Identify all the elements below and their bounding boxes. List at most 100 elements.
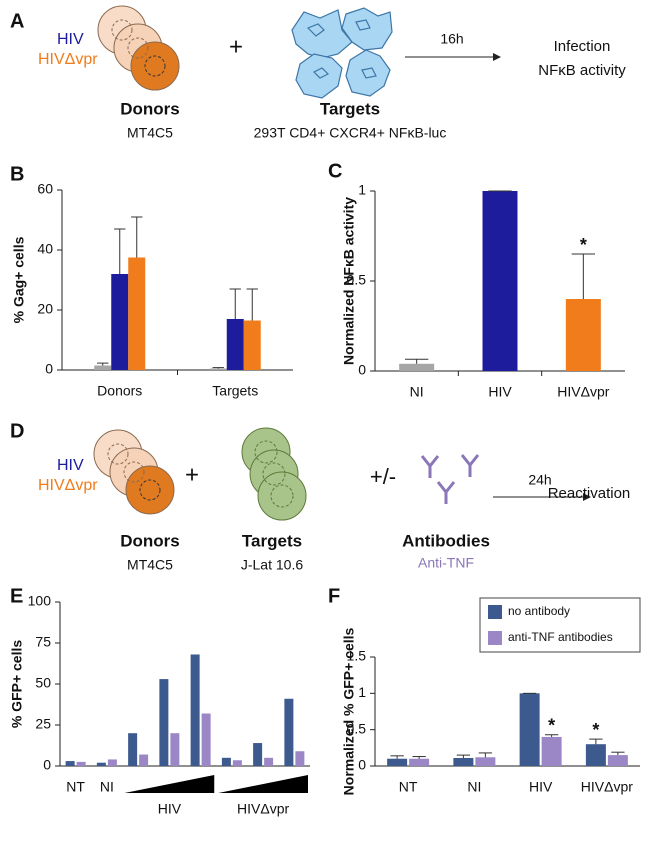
- bar: [387, 758, 408, 766]
- bar: [65, 761, 75, 766]
- y-tick-label: 0: [45, 361, 53, 377]
- y-axis-label: Normalized % GFP+ cells: [341, 627, 357, 795]
- plus-minus: +/-: [370, 464, 396, 489]
- antibody-name: Anti-TNF: [418, 555, 474, 571]
- readout: NFκB activity: [538, 62, 626, 79]
- time-label: 16h: [440, 31, 463, 47]
- x-tick-label: Donors: [97, 383, 142, 399]
- readout: Infection: [554, 38, 611, 55]
- donor-cell-line: MT4C5: [127, 125, 173, 141]
- x-tick-label: Targets: [212, 383, 258, 399]
- x-tick-label: NI: [467, 779, 481, 795]
- dose-ramp: [124, 775, 215, 793]
- panel-label: C: [328, 160, 342, 182]
- significance-mark: *: [592, 720, 599, 740]
- y-axis-label: % Gag+ cells: [11, 236, 27, 323]
- bar: [128, 733, 138, 766]
- readout: Reactivation: [548, 485, 631, 502]
- significance-mark: *: [548, 716, 555, 736]
- dose-ramp: [218, 775, 308, 793]
- bar: [159, 679, 169, 766]
- bar: [585, 744, 606, 766]
- bar: [519, 693, 540, 766]
- y-tick-label: 0: [358, 757, 366, 773]
- x-tick-label: HIV: [488, 384, 512, 400]
- bar: [226, 319, 244, 370]
- y-tick-label: 60: [37, 181, 53, 197]
- bar: [253, 743, 263, 766]
- x-tick-label: HIVΔvpr: [581, 779, 633, 795]
- x-tick-label: NT: [66, 779, 85, 795]
- y-tick-label: 50: [35, 675, 51, 691]
- virus-label: HIV: [57, 457, 84, 474]
- bar: [453, 758, 474, 766]
- panel-label: B: [10, 163, 24, 185]
- bar: [565, 299, 601, 371]
- legend-label: no antibody: [508, 604, 570, 618]
- y-tick-label: 0: [43, 757, 51, 773]
- y-axis-label: % GFP+ cells: [9, 640, 25, 729]
- bar: [107, 759, 117, 766]
- significance-mark: *: [580, 235, 587, 255]
- panel-d: D HIV HIVΔvpr + +/- 24h Reactivation Don…: [10, 420, 630, 572]
- bar: [399, 363, 435, 371]
- y-tick-label: 100: [28, 593, 52, 609]
- virus-label: HIV: [57, 31, 84, 48]
- panel-label: D: [10, 420, 24, 442]
- y-tick-label: 0.5: [347, 272, 367, 288]
- target-cell-line: J-Lat 10.6: [241, 557, 303, 573]
- panel-label: E: [10, 585, 23, 607]
- antibody-icons: [420, 454, 480, 504]
- x-tick-label: NT: [399, 779, 418, 795]
- target-cell-line: 293T CD4+ CXCR4+ NFκB-luc: [254, 125, 447, 141]
- donor-cell-line: MT4C5: [127, 557, 173, 573]
- x-tick-label: NI: [410, 384, 424, 400]
- bar: [221, 757, 231, 766]
- bar: [128, 257, 146, 370]
- bar: [209, 368, 227, 370]
- y-tick-label: 75: [35, 634, 51, 650]
- panel-label: A: [10, 10, 24, 32]
- y-tick-label: 1.5: [347, 648, 367, 664]
- donors-title: Donors: [120, 531, 180, 550]
- target-cells: [241, 427, 307, 521]
- bar: [201, 713, 211, 766]
- x-tick-label: HIV: [529, 779, 553, 795]
- x-group-label: HIV: [158, 801, 182, 817]
- bar: [94, 365, 112, 370]
- virus-label: HIVΔvpr: [38, 477, 98, 494]
- y-axis-label: Normalized NFκB activity: [341, 197, 357, 365]
- bar: [409, 758, 430, 766]
- legend-label: anti-TNF antibodies: [508, 630, 613, 644]
- bar: [76, 761, 86, 766]
- targets-title: Targets: [320, 99, 380, 118]
- donor-cells: [93, 429, 175, 515]
- target-cells: [291, 7, 393, 99]
- y-tick-label: 1: [358, 684, 366, 700]
- legend-swatch: [488, 631, 502, 645]
- plus: +: [185, 461, 199, 488]
- y-tick-label: 0.5: [347, 720, 367, 736]
- bar: [139, 754, 149, 766]
- bar: [232, 760, 242, 766]
- y-tick-label: 20: [37, 301, 53, 317]
- bar: [190, 654, 200, 766]
- bar: [482, 191, 518, 371]
- y-tick-label: 1: [358, 182, 366, 198]
- x-tick-label: NI: [100, 779, 114, 795]
- bar: [295, 751, 305, 766]
- bar: [170, 733, 180, 766]
- y-tick-label: 0: [358, 362, 366, 378]
- antibodies-title: Antibodies: [402, 531, 490, 550]
- panel-label: F: [328, 585, 340, 607]
- bar: [541, 736, 562, 766]
- x-tick-label: HIVΔvpr: [557, 384, 609, 400]
- legend-swatch: [488, 605, 502, 619]
- bar: [243, 320, 261, 370]
- bar: [607, 755, 628, 766]
- plus: +: [229, 33, 243, 60]
- bar: [475, 757, 496, 766]
- y-tick-label: 25: [35, 716, 51, 732]
- virus-label: HIVΔvpr: [38, 51, 98, 68]
